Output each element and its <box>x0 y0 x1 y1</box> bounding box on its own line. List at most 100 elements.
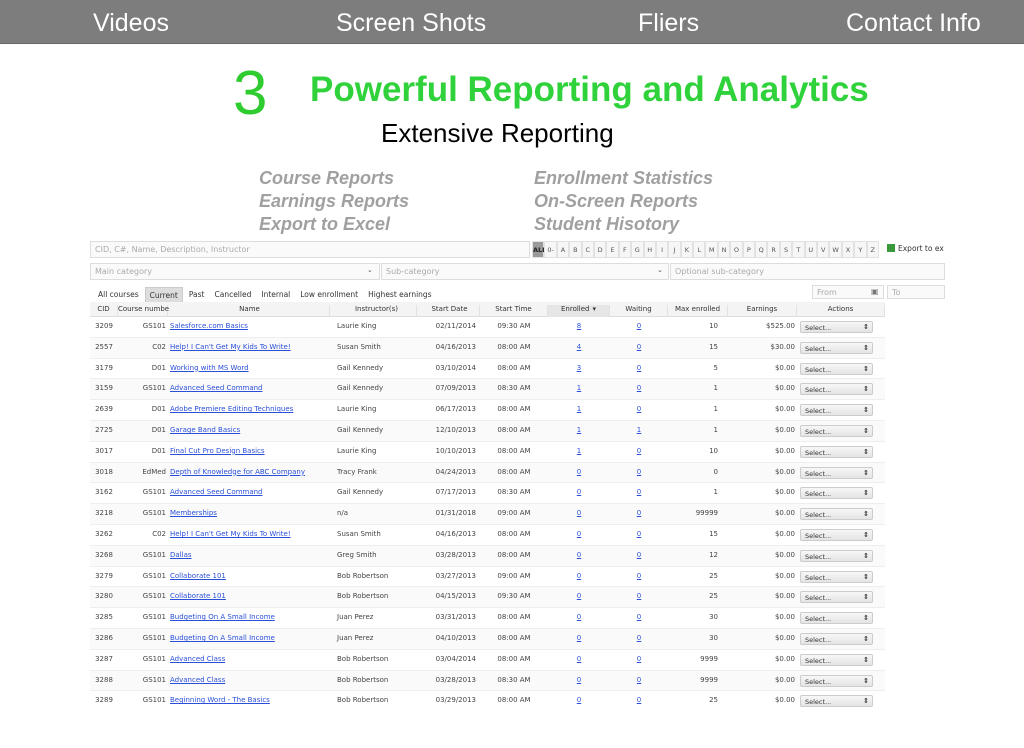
waiting-link[interactable]: 0 <box>636 571 642 580</box>
tab-highest-earnings[interactable]: Highest earnings <box>368 290 432 299</box>
actions-select[interactable]: Select... ⇕ <box>800 591 873 604</box>
letter-filter-o[interactable]: O <box>730 241 743 258</box>
course-name-link[interactable]: Garage Band Basics <box>170 426 241 434</box>
column-header-instructor-s-[interactable]: Instructor(s) <box>337 305 417 317</box>
tab-internal[interactable]: Internal <box>261 290 291 299</box>
actions-select[interactable]: Select... ⇕ <box>800 445 873 458</box>
waiting-link[interactable]: 0 <box>636 696 642 705</box>
enrolled-link[interactable]: 0 <box>576 634 582 642</box>
letter-filter-l[interactable]: L <box>693 241 706 258</box>
actions-select[interactable]: Select... ⇕ <box>800 487 873 500</box>
letter-filter-s[interactable]: S <box>779 241 793 258</box>
course-name-link[interactable]: Advanced Seed Command <box>170 384 263 393</box>
letter-filter-j[interactable]: J <box>668 241 681 258</box>
enrolled-link[interactable]: 0 <box>576 550 582 559</box>
enrolled-link[interactable]: 3 <box>576 363 582 372</box>
course-name-link[interactable]: Adobe Premiere Editing Techniques <box>170 405 294 414</box>
enrolled-link[interactable]: 0 <box>576 654 582 663</box>
actions-select[interactable]: Select... ⇕ <box>800 612 873 625</box>
course-name-link[interactable]: Depth of Knowledge for ABC Company <box>170 467 305 476</box>
actions-select[interactable]: Select... ⇕ <box>800 653 873 666</box>
course-name-link[interactable]: Memberships <box>170 509 217 518</box>
enrolled-link[interactable]: 0 <box>576 613 582 622</box>
letter-filter-z[interactable]: Z <box>866 241 879 258</box>
letter-filter-d[interactable]: D <box>593 241 607 258</box>
letter-filter-f[interactable]: F <box>618 241 632 258</box>
letter-filter-n[interactable]: N <box>717 241 731 258</box>
column-header-name[interactable]: Name <box>170 305 330 317</box>
waiting-link[interactable]: 0 <box>636 363 642 372</box>
enrolled-link[interactable]: 8 <box>576 322 582 330</box>
enrolled-link[interactable]: 4 <box>576 342 582 351</box>
chevron-down-icon[interactable]: ⌄ <box>657 266 663 274</box>
to-date-input[interactable]: To <box>887 285 945 299</box>
course-name-link[interactable]: Dallas <box>170 550 192 559</box>
nav-fliers[interactable]: Fliers <box>638 9 700 37</box>
column-header-start-time[interactable]: Start Time <box>480 305 548 317</box>
waiting-link[interactable]: 0 <box>636 342 642 351</box>
course-name-link[interactable]: Advanced Class <box>170 654 226 663</box>
sub-category-select[interactable]: Sub-category <box>381 263 669 280</box>
enrolled-link[interactable]: 0 <box>576 592 582 601</box>
actions-select[interactable]: Select... ⇕ <box>800 466 873 479</box>
enrolled-link[interactable]: 0 <box>576 488 582 497</box>
column-header-waiting[interactable]: Waiting <box>610 305 668 317</box>
search-input[interactable]: CID, C#, Name, Description, Instructor <box>90 241 530 258</box>
waiting-link[interactable]: 0 <box>636 322 642 330</box>
waiting-link[interactable]: 0 <box>636 675 642 684</box>
actions-select[interactable]: Select... ⇕ <box>800 341 873 354</box>
letter-filter-e[interactable]: E <box>606 241 619 258</box>
letter-filter-k[interactable]: K <box>680 241 694 258</box>
waiting-link[interactable]: 0 <box>636 550 642 559</box>
letter-filter-i[interactable]: I <box>655 241 669 258</box>
actions-select[interactable]: Select... ⇕ <box>800 321 873 333</box>
actions-select[interactable]: Select... ⇕ <box>800 549 873 562</box>
nav-screen-shots[interactable]: Screen Shots <box>336 9 487 37</box>
tab-cancelled[interactable]: Cancelled <box>214 290 252 299</box>
course-name-link[interactable]: Budgeting On A Small Income <box>170 634 275 642</box>
enrolled-link[interactable]: 0 <box>576 571 582 580</box>
course-name-link[interactable]: Collaborate 101 <box>170 571 226 580</box>
waiting-link[interactable]: 0 <box>636 488 642 497</box>
enrolled-link[interactable]: 0 <box>576 696 582 705</box>
enrolled-link[interactable]: 0 <box>576 509 582 518</box>
tab-low-enrollment[interactable]: Low enrollment <box>300 290 359 299</box>
waiting-link[interactable]: 0 <box>636 530 642 538</box>
letter-filter-r[interactable]: R <box>767 241 780 258</box>
course-name-link[interactable]: Help! I Can't Get My Kids To Write! <box>170 530 291 538</box>
course-name-link[interactable]: Budgeting On A Small Income <box>170 613 275 622</box>
optional-sub-category-select[interactable]: Optional sub-category <box>670 263 945 280</box>
letter-filter-0-9[interactable]: 0-9 <box>544 241 557 270</box>
tab-current[interactable]: Current <box>144 287 183 304</box>
enrolled-link[interactable]: 1 <box>576 426 582 434</box>
letter-filter-v[interactable]: V <box>816 241 830 258</box>
letter-filter-u[interactable]: U <box>804 241 817 258</box>
waiting-link[interactable]: 0 <box>636 613 642 622</box>
letter-filter-g[interactable]: G <box>631 241 644 258</box>
letter-filter-w[interactable]: W <box>829 241 842 258</box>
letter-filter-y[interactable]: Y <box>854 241 867 258</box>
column-header-course-numbe[interactable]: Course numbe <box>118 305 169 317</box>
enrolled-link[interactable]: 0 <box>576 530 582 538</box>
enrolled-link[interactable]: 0 <box>576 467 582 476</box>
course-name-link[interactable]: Help! I Can't Get My Kids To Write! <box>170 342 291 351</box>
waiting-link[interactable]: 0 <box>636 509 642 518</box>
enrolled-link[interactable]: 1 <box>576 446 582 455</box>
enrolled-link[interactable]: 1 <box>576 384 582 393</box>
course-name-link[interactable]: Working with MS Word <box>170 363 249 372</box>
chevron-down-icon[interactable]: ⌄ <box>367 266 373 274</box>
waiting-link[interactable]: 0 <box>636 654 642 663</box>
actions-select[interactable]: Select... ⇕ <box>800 674 873 687</box>
column-header-start-date[interactable]: Start Date <box>420 305 480 317</box>
export-excel-button[interactable]: Export to ex <box>887 244 944 253</box>
actions-select[interactable]: Select... ⇕ <box>800 695 873 708</box>
course-name-link[interactable]: Final Cut Pro Design Basics <box>170 446 265 455</box>
waiting-link[interactable]: 1 <box>636 426 642 434</box>
actions-select[interactable]: Select... ⇕ <box>800 362 873 375</box>
column-header-enrolled[interactable]: Enrolled ▾ <box>548 305 610 317</box>
letter-filter-m[interactable]: M <box>705 241 718 258</box>
actions-select[interactable]: Select... ⇕ <box>800 404 873 417</box>
waiting-link[interactable]: 0 <box>636 384 642 393</box>
letter-filter-a[interactable]: A <box>556 241 570 258</box>
actions-select[interactable]: Select... ⇕ <box>800 425 873 437</box>
